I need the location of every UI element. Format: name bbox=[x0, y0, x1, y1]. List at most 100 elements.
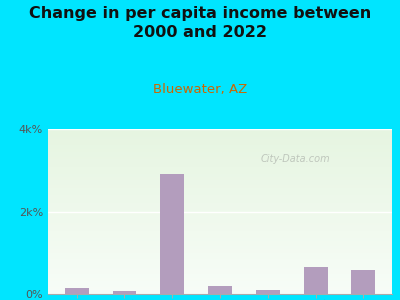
Bar bbox=[48, 236, 392, 238]
Bar bbox=[160, 174, 184, 294]
Bar bbox=[48, 228, 392, 230]
Bar bbox=[48, 283, 392, 284]
Bar bbox=[48, 177, 392, 178]
Bar bbox=[48, 170, 392, 172]
Bar bbox=[304, 267, 328, 294]
Bar bbox=[48, 269, 392, 271]
Bar bbox=[48, 190, 392, 192]
Bar bbox=[48, 180, 392, 182]
Bar bbox=[48, 136, 392, 137]
Bar bbox=[48, 266, 392, 268]
Bar bbox=[48, 225, 392, 226]
Bar bbox=[48, 212, 392, 213]
Bar bbox=[48, 231, 392, 233]
Bar bbox=[48, 213, 392, 215]
Bar bbox=[48, 292, 392, 294]
Bar bbox=[48, 149, 392, 150]
Bar bbox=[48, 198, 392, 200]
Bar bbox=[48, 284, 392, 286]
Bar bbox=[48, 251, 392, 253]
Bar bbox=[48, 144, 392, 146]
Bar bbox=[48, 246, 392, 248]
Bar bbox=[351, 270, 375, 294]
Bar bbox=[48, 165, 392, 167]
Bar bbox=[48, 278, 392, 279]
Bar bbox=[48, 192, 392, 193]
Bar bbox=[65, 288, 89, 294]
Bar bbox=[48, 249, 392, 251]
Bar bbox=[48, 205, 392, 206]
Bar bbox=[48, 281, 392, 283]
Bar bbox=[48, 261, 392, 263]
Bar bbox=[48, 185, 392, 187]
Bar bbox=[48, 215, 392, 216]
Bar bbox=[48, 287, 392, 289]
Bar bbox=[48, 223, 392, 225]
Bar bbox=[48, 279, 392, 281]
Bar bbox=[48, 208, 392, 210]
Bar bbox=[48, 172, 392, 173]
Bar bbox=[48, 253, 392, 254]
Bar bbox=[48, 129, 392, 130]
Bar bbox=[48, 216, 392, 218]
Bar bbox=[48, 291, 392, 292]
Bar bbox=[48, 238, 392, 239]
Bar bbox=[48, 233, 392, 235]
Bar bbox=[48, 195, 392, 196]
Bar bbox=[48, 152, 392, 154]
Bar bbox=[256, 290, 280, 294]
Bar bbox=[48, 160, 392, 162]
Bar bbox=[48, 203, 392, 205]
Bar bbox=[48, 258, 392, 259]
Bar bbox=[48, 286, 392, 287]
Bar bbox=[48, 230, 392, 231]
Bar bbox=[48, 137, 392, 139]
Bar bbox=[48, 183, 392, 185]
Bar bbox=[48, 155, 392, 157]
Bar bbox=[48, 241, 392, 243]
Bar bbox=[48, 248, 392, 249]
Bar bbox=[48, 175, 392, 177]
Bar bbox=[48, 188, 392, 190]
Bar bbox=[48, 200, 392, 202]
Text: Change in per capita income between
2000 and 2022: Change in per capita income between 2000… bbox=[29, 6, 371, 40]
Bar bbox=[48, 159, 392, 160]
Bar bbox=[48, 263, 392, 264]
Bar bbox=[48, 162, 392, 164]
Bar bbox=[48, 146, 392, 147]
Bar bbox=[48, 147, 392, 149]
Bar bbox=[48, 164, 392, 165]
Bar bbox=[48, 264, 392, 266]
Text: Bluewater, AZ: Bluewater, AZ bbox=[153, 82, 247, 95]
Text: City-Data.com: City-Data.com bbox=[261, 154, 330, 164]
Bar bbox=[48, 202, 392, 203]
Bar bbox=[48, 169, 392, 170]
Bar bbox=[48, 268, 392, 269]
Bar bbox=[48, 226, 392, 228]
Bar bbox=[48, 150, 392, 152]
Bar bbox=[48, 132, 392, 134]
Bar bbox=[48, 187, 392, 188]
Bar bbox=[48, 244, 392, 246]
Bar bbox=[48, 142, 392, 144]
Bar bbox=[48, 271, 392, 272]
Bar bbox=[48, 173, 392, 175]
Bar bbox=[48, 139, 392, 140]
Bar bbox=[48, 193, 392, 195]
Bar bbox=[48, 289, 392, 291]
Bar bbox=[48, 254, 392, 256]
Bar bbox=[48, 206, 392, 208]
Bar bbox=[48, 157, 392, 159]
Bar bbox=[48, 154, 392, 155]
Bar bbox=[48, 239, 392, 241]
Bar bbox=[48, 256, 392, 258]
Bar bbox=[48, 243, 392, 244]
Bar bbox=[48, 182, 392, 183]
Bar bbox=[48, 221, 392, 223]
Bar bbox=[48, 140, 392, 142]
Bar bbox=[48, 220, 392, 221]
Bar bbox=[112, 291, 136, 294]
Bar bbox=[48, 274, 392, 276]
Bar bbox=[48, 259, 392, 261]
Bar bbox=[48, 167, 392, 169]
